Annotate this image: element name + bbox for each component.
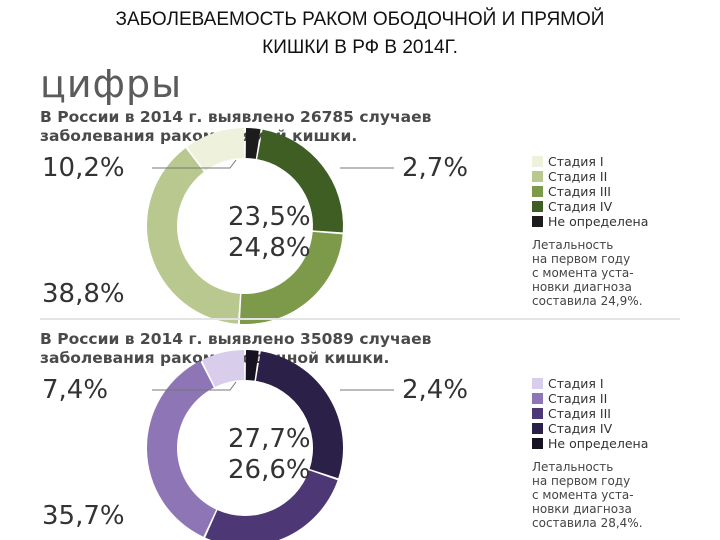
legend-swatch	[532, 438, 543, 449]
legend-item: Стадия II	[532, 391, 648, 406]
leader-line	[152, 381, 237, 391]
rectal-legend: Стадия I Стадия II Стадия III Стадия IV …	[532, 154, 648, 229]
note-line: на первом году	[532, 252, 631, 266]
note-line: с момента уста-	[532, 488, 634, 502]
legend-item: Стадия I	[532, 154, 648, 169]
value-label: 7,4%	[42, 375, 108, 405]
value-label: 2,4%	[402, 375, 468, 405]
value-label: 23,5%	[228, 202, 311, 232]
legend-item: Стадия II	[532, 169, 648, 184]
colon-mortality-note: Летальность на первом году с момента уст…	[532, 460, 720, 530]
donut-slice	[147, 148, 241, 324]
legend-item: Стадия I	[532, 376, 648, 391]
donut-slice	[245, 128, 261, 159]
legend-swatch	[532, 408, 543, 419]
legend-label: Стадия III	[548, 406, 611, 421]
legend-label: Не определена	[548, 214, 649, 229]
colon-donut-chart: 7,4% 35,7% 26,6%27,7% 2,4%	[42, 350, 468, 540]
value-label: 10,2%	[42, 153, 125, 183]
note-line: Летальность	[532, 460, 614, 474]
donut-slice	[146, 360, 217, 537]
donut-slice	[245, 350, 259, 381]
note-line: на первом году	[532, 474, 631, 488]
donut-slice	[205, 470, 338, 540]
note-line: составила 24,9%.	[532, 294, 643, 308]
legend-item: Стадия IV	[532, 421, 648, 436]
legend-swatch	[532, 378, 543, 389]
section-divider	[40, 318, 680, 320]
leader-line	[152, 159, 237, 169]
legend-label: Стадия IV	[548, 199, 613, 214]
rectal-donut-chart: 10,2% 38,8% 24,8%23,5% 2,7%	[42, 128, 468, 324]
legend-swatch	[532, 393, 543, 404]
legend-swatch	[532, 171, 543, 182]
donut-slice	[255, 351, 343, 479]
note-line: новки диагноза	[532, 280, 632, 294]
legend-swatch	[532, 423, 543, 434]
donut-slice	[239, 231, 343, 324]
rectal-mortality-note: Летальность на первом году с момента уст…	[532, 238, 720, 308]
value-label: 27,7%	[228, 424, 311, 454]
value-label: 35,7%	[42, 501, 125, 531]
legend-label: Не определена	[548, 436, 649, 451]
slide-title-line-1: ЗАБОЛЕВАЕМОСТЬ РАКОМ ОБОДОЧНОЙ И ПРЯМОЙ	[115, 9, 605, 30]
legend-swatch	[532, 216, 543, 227]
donut-slice	[201, 350, 245, 387]
legend-swatch	[532, 186, 543, 197]
legend-label: Стадия II	[548, 169, 608, 184]
slide-title: ЗАБОЛЕВАЕМОСТЬ РАКОМ ОБОДОЧНОЙ И ПРЯМОЙ …	[0, 6, 720, 62]
colon-intro-line-1: В России в 2014 г. выявлено 35089 случае…	[40, 330, 432, 348]
note-line: Летальность	[532, 238, 614, 252]
legend-label: Стадия IV	[548, 421, 613, 436]
value-label: 26,6%	[228, 455, 311, 485]
note-line: новки диагноза	[532, 502, 632, 516]
legend-label: Стадия III	[548, 184, 611, 199]
note-line: составила 28,4%.	[532, 516, 643, 530]
slide-title-line-2: КИШКИ В РФ В 2014Г.	[262, 37, 458, 58]
legend-item: Не определена	[532, 436, 648, 451]
section-heading: цифры	[40, 62, 183, 106]
value-label: 24,8%	[228, 233, 311, 263]
legend-item: Стадия III	[532, 184, 648, 199]
value-label: 38,8%	[42, 279, 125, 309]
donut-slice	[187, 128, 245, 172]
rectal-cancer-panel: В России в 2014 г. выявлено 26785 случае…	[40, 108, 720, 324]
legend-label: Стадия I	[548, 154, 604, 169]
legend-item: Не определена	[532, 214, 648, 229]
legend-item: Стадия III	[532, 406, 648, 421]
rectal-intro-line-1: В России в 2014 г. выявлено 26785 случае…	[40, 108, 432, 126]
legend-label: Стадия II	[548, 391, 608, 406]
legend-swatch	[532, 156, 543, 167]
colon-cancer-panel: В России в 2014 г. выявлено 35089 случае…	[40, 330, 720, 540]
legend-item: Стадия IV	[532, 199, 648, 214]
legend-swatch	[532, 201, 543, 212]
colon-legend: Стадия I Стадия II Стадия III Стадия IV …	[532, 376, 648, 451]
note-line: с момента уста-	[532, 266, 634, 280]
legend-label: Стадия I	[548, 376, 604, 391]
donut-slice	[257, 129, 343, 233]
value-label: 2,7%	[402, 153, 468, 183]
